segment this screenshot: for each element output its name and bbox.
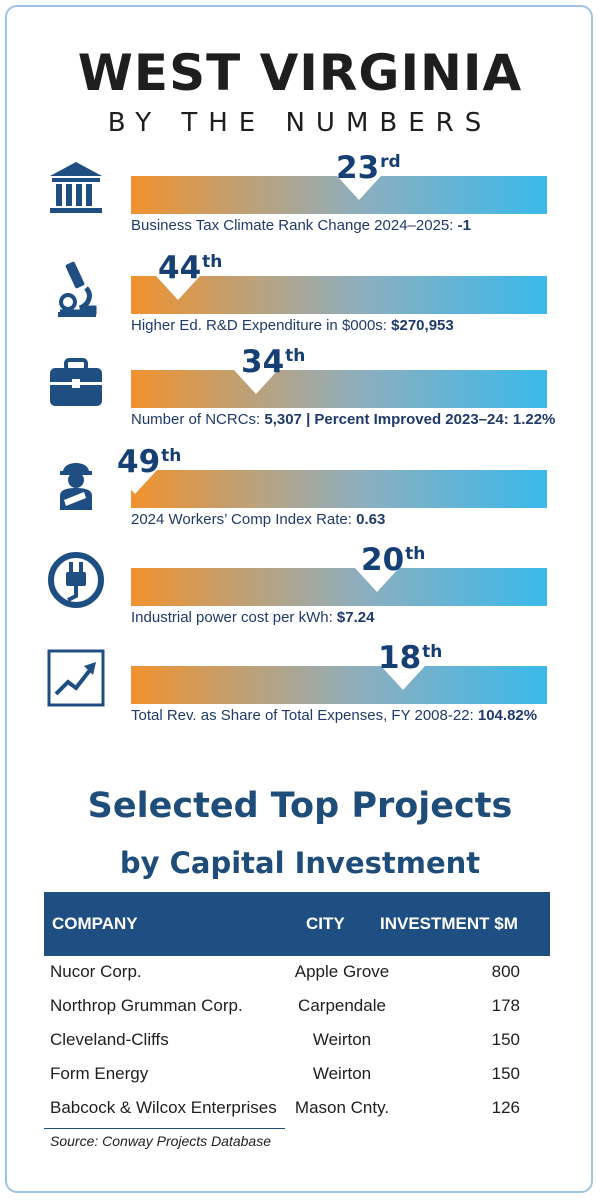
projects-heading: Selected Top Projects <box>87 786 513 826</box>
city-cell: Carpendale <box>298 996 386 1015</box>
injured-worker-icon <box>60 463 92 510</box>
rank-label: 23rd <box>336 150 401 186</box>
trend-chart-icon <box>47 649 105 707</box>
rank-bar <box>131 568 547 606</box>
rank-bar <box>131 276 547 314</box>
company-cell: Cleveland-Cliffs <box>50 1030 169 1049</box>
table-row: Babcock & Wilcox Enterprises Mason Cnty.… <box>44 1092 550 1126</box>
rank-marker <box>234 370 278 394</box>
company-cell: Babcock & Wilcox Enterprises <box>50 1098 277 1117</box>
metric-row: 34th Number of NCRCs: 5,307 | Percent Im… <box>0 340 600 430</box>
investment-cell: 150 <box>491 1064 520 1083</box>
metric-row: 20th Industrial power cost per kWh: $7.2… <box>0 538 600 628</box>
metric-caption: 2024 Workers’ Comp Index Rate: 0.63 <box>131 511 386 528</box>
rank-label: 34th <box>241 344 306 380</box>
column-header-company: COMPANY <box>52 914 138 933</box>
metric-caption: Total Rev. as Share of Total Expenses, F… <box>131 707 538 724</box>
rank-label: 49th <box>117 444 182 480</box>
power-plug-icon <box>48 552 104 608</box>
company-cell: Northrop Grumman Corp. <box>50 996 243 1015</box>
rank-marker <box>355 568 399 592</box>
rank-bar <box>131 370 547 408</box>
rank-label: 44th <box>158 250 223 286</box>
table-row: Nucor Corp. Apple Grove 800 <box>44 956 550 990</box>
projects-subheading: by Capital Investment <box>119 846 481 880</box>
rank-marker <box>337 176 381 200</box>
metric-row: 18th Total Rev. as Share of Total Expens… <box>0 636 600 726</box>
rank-marker <box>113 470 157 494</box>
rank-label: 18th <box>378 640 443 676</box>
page-title: WEST VIRGINIA <box>77 44 523 102</box>
projects-table-header: COMPANY CITY INVESTMENT $M <box>44 892 550 956</box>
rank-bar <box>131 666 547 704</box>
city-cell: Weirton <box>312 1030 372 1049</box>
source-note: Source: Conway Projects Database <box>50 1133 271 1149</box>
metric-row: 49th 2024 Workers’ Comp Index Rate: 0.63 <box>0 440 600 530</box>
rank-label: 20th <box>361 542 426 578</box>
government-building-icon <box>50 162 102 213</box>
briefcase-icon <box>50 358 102 406</box>
metric-caption: Number of NCRCs: 5,307 | Percent Improve… <box>131 411 556 428</box>
investment-cell: 126 <box>491 1098 520 1117</box>
column-header-city: CITY <box>306 914 345 933</box>
investment-cell: 150 <box>491 1030 520 1049</box>
investment-cell: 178 <box>491 996 520 1015</box>
source-divider <box>44 1128 285 1129</box>
table-row: Cleveland-Cliffs Weirton 150 <box>44 1024 550 1058</box>
microscope-icon <box>58 261 97 317</box>
rank-marker <box>381 666 425 690</box>
table-row: Northrop Grumman Corp. Carpendale 178 <box>44 990 550 1024</box>
column-header-investment: INVESTMENT $M <box>380 914 518 933</box>
company-cell: Nucor Corp. <box>50 962 142 981</box>
page-subtitle: BY THE NUMBERS <box>107 108 493 138</box>
metric-row: 44th Higher Ed. R&D Expenditure in $000s… <box>0 246 600 336</box>
city-cell: Mason Cnty. <box>294 1098 390 1117</box>
city-cell: Apple Grove <box>294 962 390 981</box>
table-row: Form Energy Weirton 150 <box>44 1058 550 1092</box>
rank-marker <box>156 276 200 300</box>
company-cell: Form Energy <box>50 1064 149 1083</box>
city-cell: Weirton <box>312 1064 372 1083</box>
metric-caption: Higher Ed. R&D Expenditure in $000s: $27… <box>131 317 454 334</box>
investment-cell: 800 <box>491 962 520 981</box>
metric-caption: Industrial power cost per kWh: $7.24 <box>131 609 375 626</box>
metric-caption: Business Tax Climate Rank Change 2024–20… <box>131 217 471 234</box>
metric-row: 23rd Business Tax Climate Rank Change 20… <box>0 146 600 236</box>
rank-bar <box>131 470 547 508</box>
